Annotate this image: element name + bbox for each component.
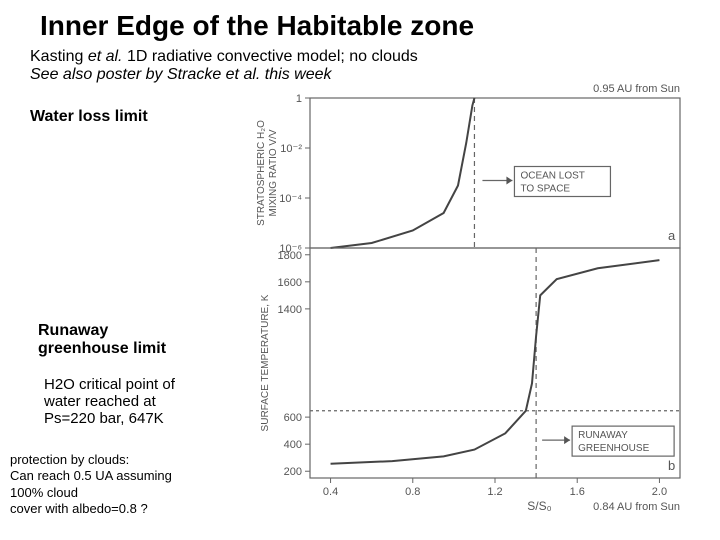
svg-text:400: 400 — [284, 439, 302, 451]
annotation-water-loss: Water loss limit — [30, 108, 148, 126]
slide-root: Inner Edge of the Habitable zone Kasting… — [0, 0, 720, 540]
h2o-line1: H2O critical point of — [44, 376, 175, 393]
svg-text:1.2: 1.2 — [487, 486, 502, 498]
svg-text:10⁻⁴: 10⁻⁴ — [279, 193, 302, 205]
svg-text:10⁻²: 10⁻² — [280, 143, 302, 155]
svg-text:2.0: 2.0 — [652, 486, 667, 498]
h2o-line3: Ps=220 bar, 647K — [44, 410, 175, 427]
svg-text:OCEAN LOST: OCEAN LOST — [520, 171, 584, 182]
footnote-line2: Can reach 0.5 UA assuming — [10, 468, 172, 484]
annotation-runaway-1: Runaway — [38, 322, 108, 340]
svg-text:RUNAWAY: RUNAWAY — [578, 430, 628, 441]
svg-text:1.6: 1.6 — [570, 486, 585, 498]
subtitle-line1b: 1D radiative convective model; no clouds — [123, 48, 418, 65]
svg-text:0.84 AU from Sun: 0.84 AU from Sun — [593, 501, 680, 513]
footnote-line3: 100% cloud — [10, 485, 172, 501]
h2o-line2: water reached at — [44, 393, 175, 410]
svg-text:0.95 AU from Sun: 0.95 AU from Sun — [593, 83, 680, 95]
svg-text:600: 600 — [284, 412, 302, 424]
subtitle-line1a: Kasting — [30, 48, 88, 65]
svg-text:a: a — [668, 228, 676, 243]
h2o-critical-text: H2O critical point of water reached at P… — [44, 376, 175, 427]
svg-text:0.4: 0.4 — [323, 486, 338, 498]
svg-text:TO SPACE: TO SPACE — [520, 184, 570, 195]
svg-text:200: 200 — [284, 466, 302, 478]
svg-text:STRATOSPHERIC H₂O: STRATOSPHERIC H₂O — [256, 120, 267, 226]
svg-text:1800: 1800 — [278, 250, 302, 262]
subtitle-line2a: See also poster by Stracke — [30, 66, 226, 83]
svg-text:0.8: 0.8 — [405, 486, 420, 498]
footnote-clouds: protection by clouds: Can reach 0.5 UA a… — [10, 452, 172, 517]
svg-text:SURFACE TEMPERATURE, K: SURFACE TEMPERATURE, K — [260, 294, 271, 431]
page-title: Inner Edge of the Habitable zone — [40, 10, 474, 42]
footnote-line1: protection by clouds: — [10, 452, 172, 468]
subtitle-line1-etal: et al. — [88, 48, 123, 65]
svg-text:MIXING RATIO V/V: MIXING RATIO V/V — [268, 129, 279, 216]
annotation-runaway-2: greenhouse limit — [38, 340, 166, 358]
svg-text:b: b — [668, 458, 675, 473]
footnote-line4: cover with albedo=0.8 ? — [10, 501, 172, 517]
svg-text:GREENHOUSE: GREENHOUSE — [578, 443, 649, 454]
svg-text:1400: 1400 — [278, 304, 302, 316]
svg-text:S/S₀: S/S₀ — [527, 499, 551, 513]
svg-text:1600: 1600 — [278, 277, 302, 289]
svg-text:1: 1 — [296, 93, 302, 105]
figure-chart: 110⁻²10⁻⁴10⁻⁶OCEAN LOSTTO SPACEaSTRATOSP… — [250, 78, 700, 518]
